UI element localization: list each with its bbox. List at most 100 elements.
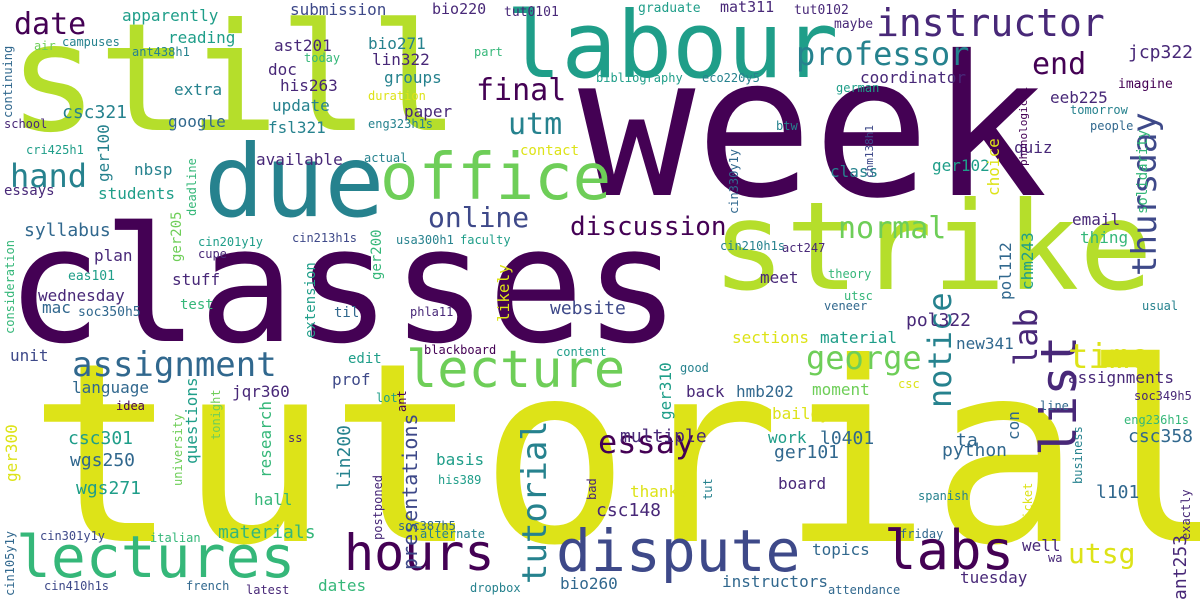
word-office: office — [380, 141, 612, 215]
word-submission: submission — [290, 0, 387, 19]
word-l0401: l0401 — [820, 428, 875, 449]
word-chm243: chm243 — [1018, 232, 1037, 290]
word-end: end — [1032, 47, 1087, 82]
word-imagine: imagine — [1118, 77, 1173, 92]
word-mat311: mat311 — [720, 0, 775, 16]
word-part: part — [474, 45, 503, 59]
word-wa: wa — [1048, 551, 1063, 565]
word-still: still — [8, 0, 460, 166]
word-bio260: bio260 — [560, 574, 618, 593]
word-plan: plan — [94, 246, 133, 265]
word-lecture: lecture — [406, 340, 626, 400]
word-german: german — [836, 81, 880, 95]
word-pol112: pol112 — [996, 242, 1015, 300]
word-labour: labour — [506, 0, 839, 99]
word-tomorrow: tomorrow — [1070, 103, 1128, 117]
word-students: students — [98, 184, 176, 203]
word-george: george — [806, 339, 922, 377]
word-extension: extension — [303, 262, 319, 338]
word-ger205: ger205 — [169, 211, 185, 262]
word-ant438h1: ant438h1 — [132, 45, 190, 59]
word-tonight: tonight — [209, 389, 223, 440]
word-ger200: ger200 — [369, 229, 385, 280]
word-well: well — [1022, 536, 1061, 555]
word-dispute: dispute — [556, 517, 801, 585]
word-graduate: graduate — [638, 1, 701, 16]
word-hours: hours — [344, 524, 495, 582]
word-normal: normal — [838, 211, 947, 246]
word-choice: choice — [984, 138, 1003, 196]
word-lectures: lectures — [16, 523, 296, 591]
word-french: french — [186, 579, 230, 593]
word-basis: basis — [436, 450, 485, 469]
word-attendance: attendance — [828, 583, 901, 597]
word-tut0101: tut0101 — [504, 5, 559, 20]
word-instructors: instructors — [722, 572, 828, 591]
word-eas101: eas101 — [68, 269, 115, 284]
word-update: update — [272, 96, 330, 115]
word-btw: btw — [776, 119, 798, 133]
word-essay: essay — [598, 423, 695, 461]
word-essays: essays — [4, 183, 55, 199]
word-usa300h1: usa300h1 — [396, 233, 454, 247]
word-italian: italian — [150, 531, 201, 545]
word-til: til — [334, 305, 360, 321]
word-email: email — [1072, 210, 1121, 229]
word-wgs271: wgs271 — [76, 478, 142, 499]
word-prof: prof — [332, 370, 371, 389]
word-mac: mac — [42, 298, 71, 317]
word-soc387h5: soc387h5 — [398, 519, 456, 533]
word-research: research — [256, 400, 275, 478]
word-hmb202: hmb202 — [736, 382, 794, 401]
word-good: good — [680, 361, 709, 375]
word-tuesday: tuesday — [960, 568, 1028, 587]
word-campuses: campuses — [62, 35, 120, 49]
word-consideration: consideration — [3, 240, 17, 334]
word-phla11: phla11 — [410, 305, 454, 319]
word-lab: lab — [1007, 308, 1045, 366]
word-con: con — [1004, 411, 1023, 440]
word-work: work — [768, 428, 807, 447]
word-groups: groups — [384, 68, 442, 87]
word-classes: classes — [6, 192, 681, 379]
word-ant253: ant253 — [1170, 534, 1191, 600]
word-discussion: discussion — [570, 212, 727, 242]
word-thing: thing — [1080, 228, 1129, 247]
word-ta: ta — [956, 430, 978, 451]
word-available: available — [256, 150, 343, 169]
word-eco220y5: eco220y5 — [702, 71, 760, 85]
word-content: content — [556, 345, 607, 359]
word-paper: paper — [404, 102, 453, 121]
word-test: test — [180, 297, 214, 313]
word-tut: tut — [701, 478, 715, 500]
word-doc: doc — [268, 60, 297, 79]
word-actual: actual — [364, 151, 408, 165]
word-l101: l101 — [1096, 482, 1140, 503]
word-air: air — [34, 39, 56, 53]
word-apparently: apparently — [122, 6, 219, 25]
word-ger102: ger102 — [932, 156, 990, 175]
word-eng323h1s: eng323h1s — [368, 117, 434, 131]
word-thanks: thanks — [630, 482, 688, 501]
word-cin213h1s: cin213h1s — [292, 231, 358, 245]
word-hall: hall — [254, 490, 293, 509]
word-meet: meet — [760, 268, 799, 287]
word-tutorial: tutorial — [515, 420, 555, 584]
word-class: class — [830, 162, 879, 181]
word-wednesday: wednesday — [38, 286, 125, 305]
word-date: date — [14, 7, 87, 42]
word-phonological: phonological — [1017, 86, 1030, 166]
word-postponed: postponed — [371, 474, 385, 540]
word-eeb225: eeb225 — [1050, 88, 1108, 107]
word-presentations: presentations — [398, 413, 422, 570]
word-duration: duration — [368, 89, 426, 103]
word-professor: professor — [796, 35, 970, 73]
word-likely: likely — [494, 264, 513, 322]
word-board: board — [778, 474, 827, 493]
word-continuing: continuing — [1, 45, 15, 118]
word-cin210h1s: cin210h1s — [720, 239, 786, 253]
word-jqr360: jqr360 — [232, 382, 290, 401]
word-ger300: ger300 — [2, 424, 21, 482]
word-moment: moment — [812, 380, 870, 399]
word-cin201y1y: cin201y1y — [198, 235, 264, 249]
